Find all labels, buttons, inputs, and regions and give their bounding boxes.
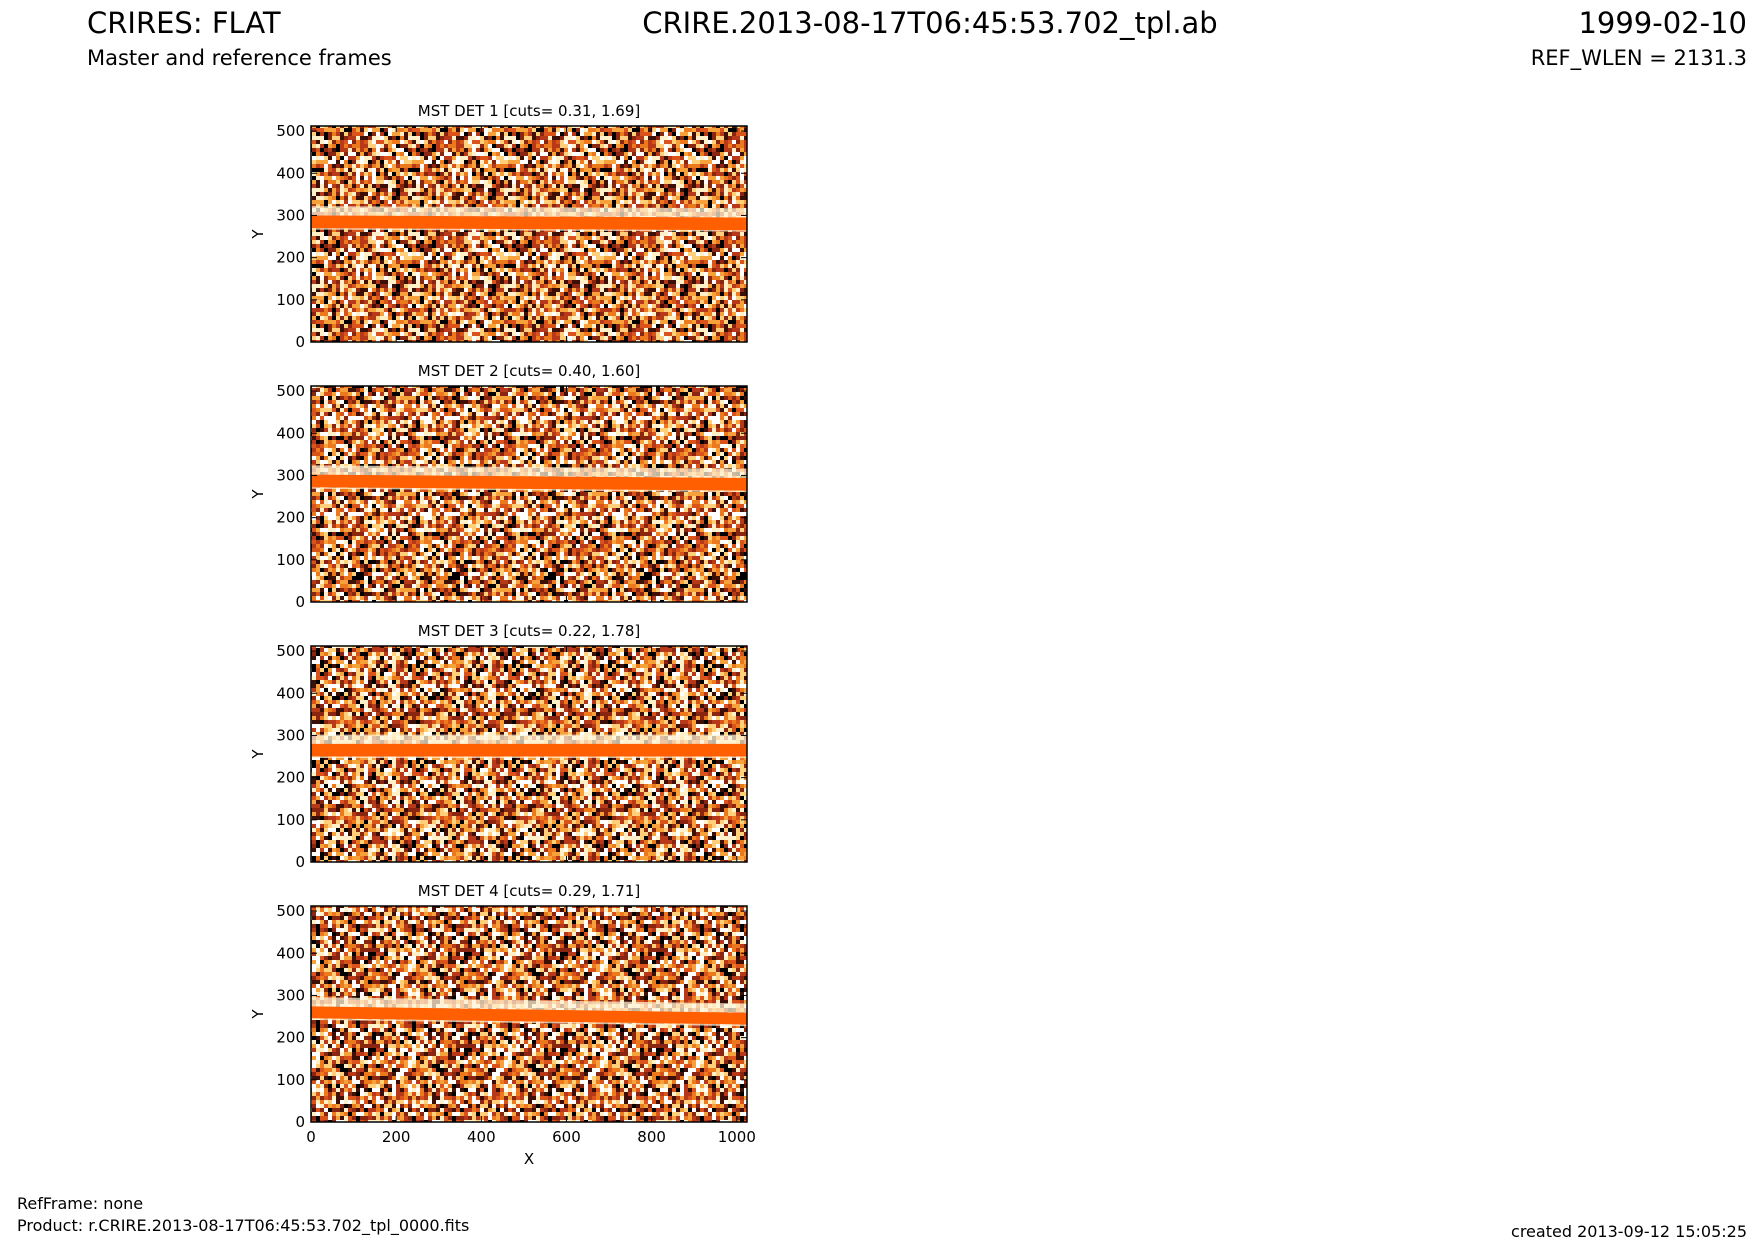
y-tick-label: 0 [295, 593, 305, 611]
report-subtitle: Master and reference frames [87, 46, 392, 70]
flat-image [311, 386, 747, 602]
flat-image [311, 126, 747, 342]
x-tick-label: 400 [467, 1128, 496, 1146]
y-tick-label: 0 [295, 853, 305, 871]
y-tick-label: 200 [276, 1029, 305, 1047]
ref-frame-label: RefFrame: none [17, 1194, 144, 1213]
panel-title: MST DET 2 [cuts= 0.40, 1.60] [418, 362, 641, 380]
y-tick-label: 300 [276, 206, 305, 224]
y-tick-label: 300 [276, 466, 305, 484]
axes-frame [310, 125, 748, 343]
y-tick-label: 100 [276, 1071, 305, 1089]
order-stripe [311, 743, 747, 757]
x-tick-label: 600 [552, 1128, 581, 1146]
order-stripe [311, 474, 747, 491]
x-tick-label: 0 [306, 1128, 316, 1146]
axes-frame [310, 385, 748, 603]
y-tick-label: 300 [276, 986, 305, 1004]
y-tick-label: 0 [295, 1113, 305, 1131]
y-axis-label: Y [249, 489, 267, 500]
observation-date: 1999-02-10 [1578, 6, 1747, 40]
panel-title: MST DET 3 [cuts= 0.22, 1.78] [418, 622, 641, 640]
y-axis-label: Y [249, 1009, 267, 1020]
flat-image [311, 646, 747, 862]
ref-wavelength: REF_WLEN = 2131.3 [1530, 46, 1747, 70]
y-tick-label: 100 [276, 291, 305, 309]
y-tick-label: 500 [276, 642, 305, 660]
y-tick-label: 300 [276, 726, 305, 744]
x-tick-label: 200 [382, 1128, 411, 1146]
x-axis-label: X [524, 1150, 534, 1168]
detector-panel-4: MST DET 4 [cuts= 0.29, 1.71] 0 100 200 300 40… [249, 882, 756, 1168]
y-tick-label: 200 [276, 769, 305, 787]
y-axis-label: Y [249, 749, 267, 760]
y-tick-label: 0 [295, 333, 305, 351]
y-tick-label: 100 [276, 811, 305, 829]
y-tick-label: 400 [276, 684, 305, 702]
axes-frame [310, 905, 748, 1123]
y-tick-label: 400 [276, 424, 305, 442]
y-tick-label: 500 [276, 902, 305, 920]
y-tick-label: 200 [276, 249, 305, 267]
product-filename: Product: r.CRIRE.2013-08-17T06:45:53.702… [17, 1216, 470, 1235]
panel-title: MST DET 4 [cuts= 0.29, 1.71] [418, 882, 641, 900]
y-tick-label: 500 [276, 382, 305, 400]
noise-field [311, 386, 747, 602]
product-name: CRIRE.2013-08-17T06:45:53.702_tpl.ab [642, 6, 1218, 40]
order-stripe [311, 1006, 747, 1025]
panel-title: MST DET 1 [cuts= 0.31, 1.69] [418, 102, 641, 120]
detector-panel-1: MST DET 1 [cuts= 0.31, 1.69] 0 100 200 300 40… [249, 102, 748, 351]
order-stripe [311, 215, 747, 231]
y-tick-label: 200 [276, 509, 305, 527]
created-timestamp: created 2013-09-12 15:05:25 [1511, 1222, 1747, 1241]
x-tick-label: 800 [637, 1128, 666, 1146]
y-tick-label: 400 [276, 944, 305, 962]
report-title: CRIRES: FLAT [87, 6, 281, 40]
axes-frame [310, 645, 748, 863]
x-tick-label: 1000 [718, 1128, 756, 1146]
y-axis-label: Y [249, 229, 267, 240]
flat-image [311, 906, 747, 1122]
y-tick-label: 100 [276, 551, 305, 569]
noise-field [311, 126, 747, 342]
detector-panel-3: MST DET 3 [cuts= 0.22, 1.78] 0 100 200 300 40… [249, 622, 748, 871]
y-tick-label: 500 [276, 122, 305, 140]
y-tick-label: 400 [276, 164, 305, 182]
detector-panel-2: MST DET 2 [cuts= 0.40, 1.60] 0 100 200 300 40… [249, 362, 748, 611]
